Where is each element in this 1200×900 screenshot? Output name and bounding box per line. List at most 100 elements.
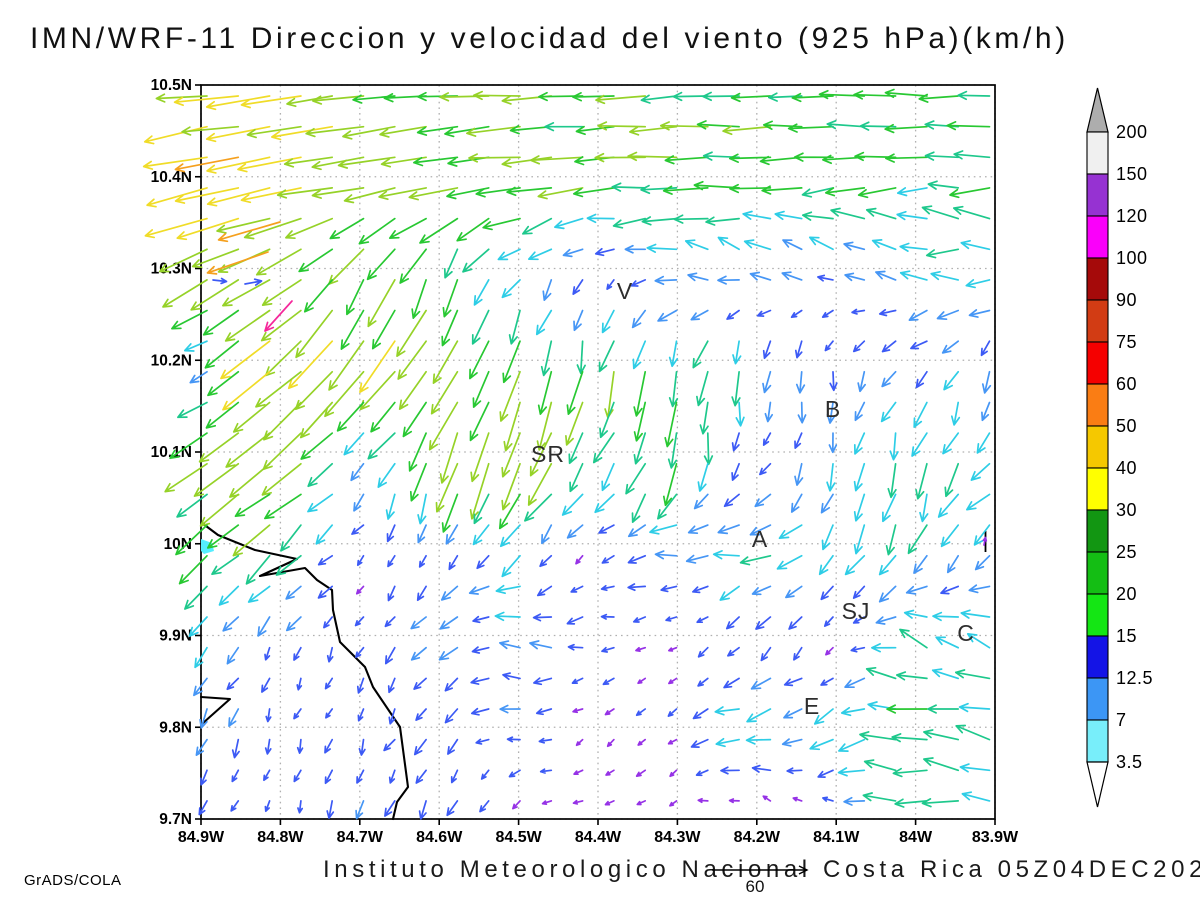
wind-arrow: [705, 216, 740, 226]
wind-arrow: [480, 769, 490, 780]
wind-arrow: [731, 462, 740, 481]
wind-arrow: [844, 677, 866, 689]
wind-arrow: [411, 279, 427, 319]
x-axis-label: 84.5W: [495, 829, 542, 846]
wind-arrow: [696, 120, 740, 130]
wind-arrow: [852, 585, 866, 599]
y-axis-label: 10.1N: [151, 444, 192, 461]
wind-arrow: [965, 279, 991, 289]
wind-arrow: [825, 646, 834, 656]
wind-arrow: [654, 550, 678, 560]
wind-arrow: [355, 585, 365, 595]
wind-arrow: [181, 125, 240, 136]
wind-arrow: [749, 524, 772, 536]
wind-arrow: [326, 800, 335, 819]
wind-arrow: [355, 646, 365, 658]
wind-arrow: [852, 340, 866, 353]
wind-arrow: [894, 798, 928, 808]
wind-arrow: [697, 462, 709, 492]
wind-arrow: [624, 244, 647, 254]
wind-arrow: [199, 769, 208, 786]
wind-arrow: [726, 309, 740, 320]
wind-arrow: [466, 125, 521, 137]
wind-arrow: [261, 677, 271, 693]
wind-arrow: [572, 187, 615, 198]
colorbar-segment: [1086, 551, 1109, 595]
wind-arrow: [442, 279, 459, 318]
wind-arrow: [946, 554, 960, 574]
wind-arrow: [324, 738, 334, 754]
wind-arrow: [264, 738, 272, 755]
colorbar-segment: [1086, 131, 1109, 175]
wind-arrow: [440, 585, 459, 601]
wind-arrow: [231, 738, 240, 759]
wind-arrow: [940, 524, 960, 548]
wind-arrow: [476, 554, 490, 570]
wind-arrow: [566, 616, 584, 625]
y-axis-label: 9.7N: [159, 811, 192, 828]
wind-arrow: [226, 677, 240, 691]
wind-arrow: [820, 585, 834, 601]
wind-arrow: [762, 432, 772, 446]
wind-arrow: [699, 401, 709, 435]
wind-arrow: [230, 800, 240, 812]
wind-arrow: [764, 401, 774, 423]
wind-arrow: [198, 800, 208, 816]
y-axis-label: 10.4N: [151, 169, 192, 186]
wind-arrow: [243, 217, 302, 240]
wind-arrow: [247, 585, 271, 603]
wind-arrow: [759, 462, 772, 476]
wind-arrow: [625, 462, 647, 495]
wind-arrow: [418, 800, 427, 820]
wind-arrow: [264, 493, 302, 520]
wind-arrow: [469, 462, 490, 520]
wind-arrow: [307, 462, 334, 488]
wind-arrow: [354, 616, 365, 627]
colorbar-label: 75: [1116, 332, 1137, 352]
wind-arrow: [817, 274, 834, 282]
wind-arrow: [261, 462, 302, 496]
wind-arrow: [743, 239, 772, 251]
wind-arrow: [823, 616, 834, 627]
wind-arrow: [176, 493, 208, 518]
colorbar-under-triangle: [1086, 761, 1109, 808]
wind-arrow: [635, 708, 647, 717]
wind-arrow: [746, 708, 772, 723]
wind-arrow: [598, 524, 615, 534]
wind-arrow: [692, 585, 709, 594]
wind-arrow: [232, 524, 271, 557]
wind-arrow: [501, 279, 521, 299]
wind-arrow: [315, 524, 334, 545]
wind-arrow: [826, 462, 836, 492]
wind-arrow: [797, 401, 807, 424]
wind-arrow: [503, 401, 521, 452]
colorbar-segment: [1086, 425, 1109, 469]
wind-arrow: [199, 493, 240, 527]
wind-arrow: [783, 677, 803, 687]
wind-arrow: [751, 764, 772, 773]
wind-arrow: [657, 309, 678, 322]
wind-arrow: [317, 585, 334, 599]
wind-arrow: [697, 646, 709, 658]
wind-arrow: [538, 737, 553, 744]
wind-arrow: [604, 800, 615, 806]
station-label: A: [752, 526, 768, 552]
wind-arrow: [632, 616, 647, 623]
wind-arrow: [410, 646, 427, 661]
wind-arrow: [885, 153, 928, 163]
colorbar-segment: [1086, 173, 1109, 217]
colorbar-segment: [1086, 635, 1109, 679]
wind-arrow: [263, 401, 302, 441]
wind-arrow: [540, 340, 553, 377]
wind-arrow: [229, 462, 271, 498]
wind-arrow: [627, 151, 678, 162]
wind-arrow: [887, 462, 897, 499]
wind-arrow: [598, 340, 615, 373]
wind-arrow: [439, 616, 459, 630]
grads-credit: GrADS/COLA: [24, 872, 122, 889]
wind-arrow: [473, 493, 490, 525]
wind-arrow: [981, 401, 991, 422]
wind-arrow: [356, 677, 365, 694]
wind-arrow: [416, 585, 427, 602]
wind-arrow: [762, 120, 803, 130]
